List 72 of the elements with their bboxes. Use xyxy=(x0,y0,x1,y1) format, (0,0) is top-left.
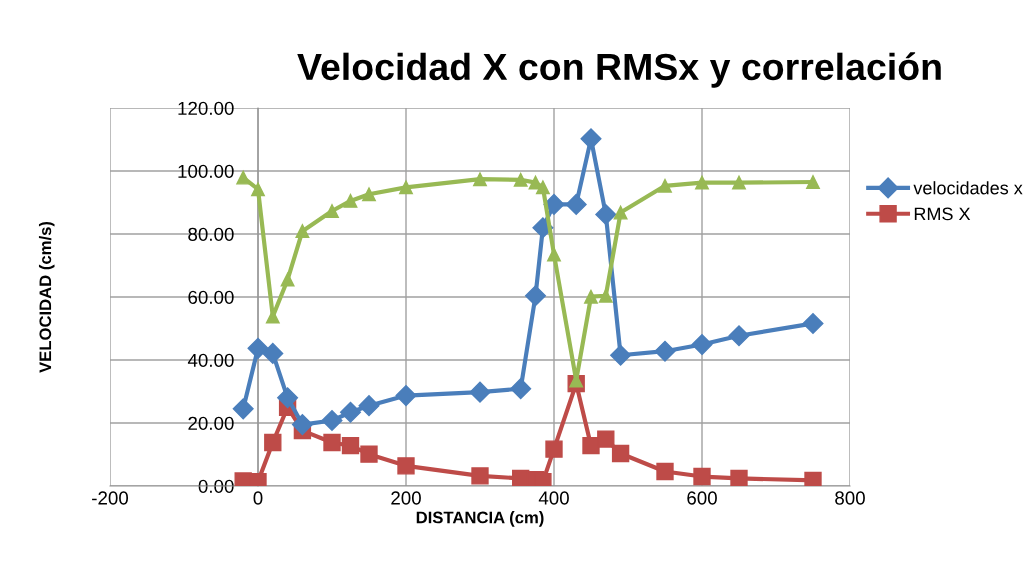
point xyxy=(730,469,748,486)
point xyxy=(295,224,310,239)
y-tick-label: 0.00 xyxy=(198,479,234,493)
x-axis-title: DISTANCIA (cm) xyxy=(416,511,544,527)
point xyxy=(341,436,360,455)
point xyxy=(524,285,547,307)
point xyxy=(565,193,587,215)
x-tick-label: 800 xyxy=(835,491,865,505)
point xyxy=(513,172,528,187)
point xyxy=(691,334,713,356)
x-tick-label: -200 xyxy=(92,491,129,505)
point xyxy=(277,387,299,409)
point xyxy=(802,312,824,334)
legend-label: velocidades x xyxy=(913,181,1023,195)
point xyxy=(262,342,284,364)
point xyxy=(321,409,343,431)
y-axis-title: VELOCIDAD (cm/s) xyxy=(38,221,55,373)
chart-title: Velocidad X con RMSx y correlación xyxy=(297,52,941,88)
point xyxy=(580,128,602,150)
point xyxy=(597,430,615,448)
x-tick-label: 400 xyxy=(538,491,569,505)
point xyxy=(610,344,632,366)
point xyxy=(236,170,251,185)
y-tick-label: 20.00 xyxy=(188,416,234,430)
point xyxy=(611,444,630,463)
point xyxy=(362,187,376,202)
point xyxy=(654,340,676,362)
point xyxy=(291,414,313,436)
y-tick-label: 100.00 xyxy=(178,164,234,178)
point xyxy=(358,395,380,417)
point xyxy=(510,378,532,400)
point xyxy=(473,172,487,187)
point xyxy=(543,193,565,215)
point xyxy=(535,180,550,195)
point xyxy=(469,381,491,403)
legend-label: RMS X xyxy=(914,207,971,221)
y-tick-label: 120.00 xyxy=(178,101,234,115)
point xyxy=(693,467,711,486)
point xyxy=(264,433,282,452)
point xyxy=(360,445,378,463)
point xyxy=(582,436,600,455)
point xyxy=(658,178,672,193)
x-tick-label: 600 xyxy=(687,491,717,505)
point xyxy=(656,462,674,481)
point xyxy=(471,467,489,485)
x-tick-label: 0 xyxy=(253,491,263,505)
point xyxy=(804,471,822,486)
point xyxy=(695,175,709,190)
y-tick-label: 80.00 xyxy=(188,227,234,241)
point xyxy=(399,180,413,195)
point xyxy=(728,325,750,347)
point xyxy=(595,203,617,225)
point xyxy=(232,398,254,420)
point xyxy=(547,247,561,262)
point xyxy=(339,401,362,423)
x-tick-label: 200 xyxy=(391,491,421,505)
point xyxy=(545,440,563,458)
point xyxy=(613,205,628,220)
point xyxy=(806,175,820,189)
point xyxy=(584,289,598,304)
point xyxy=(397,457,415,475)
y-tick-label: 40.00 xyxy=(187,353,234,367)
point xyxy=(280,272,295,287)
y-tick-label: 60.00 xyxy=(188,290,234,304)
point xyxy=(598,288,613,303)
point xyxy=(343,193,358,208)
point xyxy=(247,337,269,359)
point xyxy=(732,175,746,190)
point xyxy=(325,204,339,218)
point xyxy=(323,433,341,452)
point xyxy=(395,385,417,407)
point xyxy=(251,182,265,197)
